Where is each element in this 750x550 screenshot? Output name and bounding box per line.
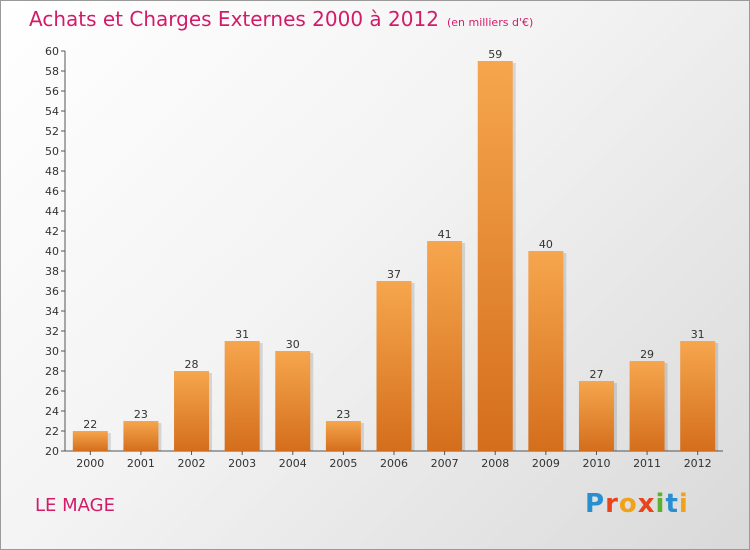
y-tick-label: 30	[45, 345, 59, 358]
bar	[224, 341, 260, 451]
x-tick-label: 2004	[279, 457, 307, 470]
bar	[376, 281, 412, 451]
x-tick-label: 2006	[380, 457, 408, 470]
bar	[477, 61, 513, 451]
bar	[578, 381, 614, 451]
data-label: 37	[387, 268, 401, 281]
data-label: 31	[235, 328, 249, 341]
y-tick-label: 42	[45, 225, 59, 238]
bar	[72, 431, 108, 451]
data-label: 23	[336, 408, 350, 421]
data-label: 29	[640, 348, 654, 361]
x-tick-label: 2012	[684, 457, 712, 470]
data-label: 22	[83, 418, 97, 431]
x-tick-label: 2002	[178, 457, 206, 470]
bar	[275, 351, 311, 451]
x-tick-label: 2000	[76, 457, 104, 470]
y-tick-label: 24	[45, 405, 59, 418]
x-tick-label: 2003	[228, 457, 256, 470]
data-label: 41	[438, 228, 452, 241]
proxiti-logo: Proxiti	[585, 489, 689, 519]
y-tick-label: 32	[45, 325, 59, 338]
data-label: 30	[286, 338, 300, 351]
y-tick-label: 44	[45, 205, 59, 218]
y-tick-label: 34	[45, 305, 59, 318]
y-tick-label: 60	[45, 45, 59, 58]
y-tick-label: 48	[45, 165, 59, 178]
y-tick-label: 40	[45, 245, 59, 258]
y-tick-label: 38	[45, 265, 59, 278]
y-tick-label: 22	[45, 425, 59, 438]
x-tick-label: 2007	[431, 457, 459, 470]
chart-title-text: Achats et Charges Externes 2000 à 2012	[29, 7, 439, 31]
x-tick-label: 2008	[481, 457, 509, 470]
x-tick-label: 2009	[532, 457, 560, 470]
data-label: 23	[134, 408, 148, 421]
bar	[528, 251, 564, 451]
bar	[680, 341, 716, 451]
chart-title: Achats et Charges Externes 2000 à 2012 (e…	[29, 7, 533, 31]
x-tick-label: 2011	[633, 457, 661, 470]
bar	[123, 421, 159, 451]
x-tick-label: 2005	[329, 457, 357, 470]
data-label: 27	[589, 368, 603, 381]
y-tick-label: 46	[45, 185, 59, 198]
y-tick-label: 20	[45, 445, 59, 458]
bar	[629, 361, 665, 451]
data-label: 31	[691, 328, 705, 341]
bar	[174, 371, 210, 451]
bar	[427, 241, 463, 451]
y-tick-label: 50	[45, 145, 59, 158]
chart-subtitle: (en milliers d'€)	[446, 16, 534, 29]
data-label: 40	[539, 238, 553, 251]
y-tick-label: 36	[45, 285, 59, 298]
y-tick-label: 26	[45, 385, 59, 398]
data-label: 28	[185, 358, 199, 371]
y-tick-label: 28	[45, 365, 59, 378]
bar	[325, 421, 361, 451]
data-label: 59	[488, 48, 502, 61]
x-tick-label: 2010	[582, 457, 610, 470]
y-tick-label: 54	[45, 105, 59, 118]
x-tick-label: 2001	[127, 457, 155, 470]
place-name: LE MAGE	[35, 495, 115, 516]
y-tick-label: 52	[45, 125, 59, 138]
y-tick-label: 56	[45, 85, 59, 98]
y-tick-label: 58	[45, 65, 59, 78]
